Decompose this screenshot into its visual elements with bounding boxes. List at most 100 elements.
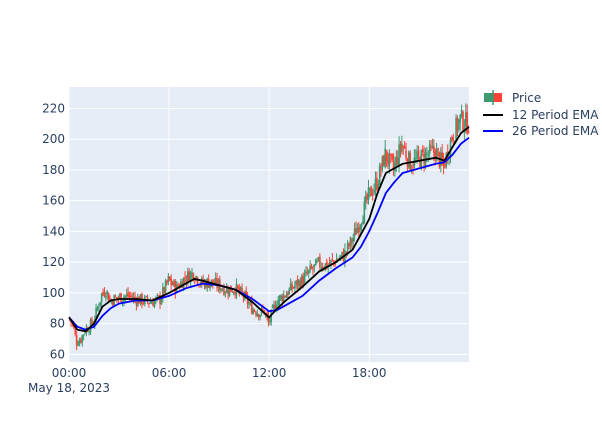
candle-body [252, 309, 254, 314]
x-tick-label: 18:00 [352, 366, 387, 380]
candle-body [125, 293, 128, 296]
candle-body [423, 153, 425, 164]
candle-body [241, 288, 243, 293]
candle-body [221, 289, 224, 291]
candle-body [180, 281, 182, 288]
candle-body [246, 295, 249, 305]
candle-body [282, 294, 285, 302]
candle-body [292, 287, 295, 289]
candle-body [405, 150, 407, 159]
candle-body [157, 295, 160, 297]
candle-body [152, 302, 154, 307]
candle-body [371, 194, 374, 196]
candle-body [349, 237, 352, 246]
candle-body [103, 292, 106, 297]
candle-body [383, 155, 385, 166]
candle-body [167, 276, 170, 283]
candle-body [384, 148, 386, 168]
candle-body [81, 335, 84, 343]
candle-body [314, 259, 317, 266]
legend-item-price[interactable]: Price [484, 90, 541, 105]
y-tick-label: 100 [42, 286, 65, 300]
candle-body [206, 278, 209, 288]
legend-item-ema26[interactable]: 26 Period EMA [483, 124, 599, 138]
candle-body [214, 277, 217, 284]
candle-body [370, 186, 373, 196]
candle-body [82, 334, 85, 336]
x-tick-label: 00:00 [52, 366, 87, 380]
candle-body [284, 296, 286, 298]
candle-body [367, 187, 370, 200]
candle-body [291, 284, 293, 290]
candle-body [193, 280, 196, 282]
candle-body [466, 112, 468, 134]
candle-body [216, 278, 218, 288]
candle-body [321, 267, 324, 269]
candle-body [191, 272, 193, 274]
candle-body [455, 117, 457, 141]
candle-body [114, 296, 117, 298]
candle-body [434, 151, 437, 160]
legend-item-ema12[interactable]: 12 Period EMA [483, 108, 599, 122]
candle-body [399, 144, 402, 151]
candle-body [401, 143, 403, 153]
candle-body [431, 146, 434, 148]
candle-body [465, 112, 467, 127]
candle-body [188, 271, 191, 282]
candle-body [160, 298, 163, 305]
candle-body [398, 144, 400, 166]
candle-body [173, 280, 175, 286]
candle-body [412, 166, 414, 169]
candle-body [177, 285, 179, 287]
candle-body [459, 114, 462, 123]
candle-body [364, 196, 367, 203]
candle-body [345, 251, 348, 253]
candle-body [366, 194, 368, 200]
candle-body [256, 313, 259, 317]
candle-body [330, 259, 332, 264]
candle-body [84, 332, 86, 334]
candle-body [332, 260, 335, 262]
candle-body [435, 149, 438, 162]
candle-body [444, 165, 446, 168]
y-tick-label: 160 [42, 194, 65, 208]
candle-body [248, 303, 250, 305]
candle-body [275, 305, 278, 308]
candle-body [392, 160, 395, 170]
x-tick-label: 06:00 [152, 366, 187, 380]
candle-body [121, 300, 124, 303]
candle-body [360, 223, 363, 228]
candle-body [257, 314, 260, 318]
y-tick-label: 60 [50, 347, 65, 361]
candle-body [189, 272, 192, 283]
candle-body [185, 280, 188, 282]
candle-body [328, 262, 331, 264]
candle-body [134, 296, 136, 299]
candle-body [174, 281, 177, 293]
legend[interactable]: Price 12 Period EMA 26 Period EMA [483, 90, 599, 138]
candle-body [253, 310, 256, 312]
y-tick-label: 120 [42, 255, 65, 269]
candle-body [255, 312, 257, 315]
legend-price-increasing-swatch [484, 93, 493, 102]
candle-body [278, 295, 281, 302]
candle-body [289, 283, 292, 291]
candle-body [210, 279, 213, 285]
candle-body [355, 228, 357, 235]
ema-26-line [68, 136, 470, 331]
candle-body [426, 153, 428, 154]
candle-body [376, 177, 378, 190]
candle-body [234, 291, 236, 295]
candle-body [417, 149, 420, 156]
candle-body [288, 288, 291, 295]
candle-body [128, 296, 131, 298]
candle-body [116, 297, 118, 299]
candle-body [135, 299, 138, 305]
candle-body [156, 295, 159, 297]
candle-body [348, 243, 350, 247]
candle-body [285, 294, 288, 298]
candle-body [136, 297, 139, 307]
y-tick-label: 140 [42, 224, 65, 238]
x-tick-label: 12:00 [252, 366, 287, 380]
